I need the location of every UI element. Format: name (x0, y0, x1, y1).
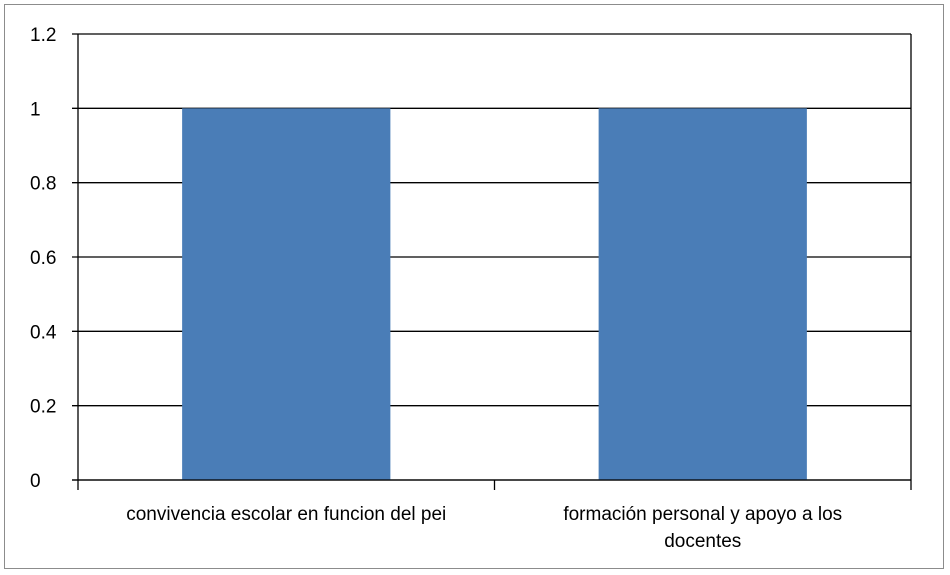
y-tick-label: 0.8 (30, 174, 56, 195)
category-label: convivencia escolar en funcion del pei (126, 504, 446, 525)
category-label: docentes (664, 531, 741, 552)
bar (182, 108, 391, 480)
y-tick-label: 0 (30, 471, 41, 492)
y-tick-label: 0.6 (30, 248, 56, 269)
bar (598, 108, 807, 480)
category-label: formación personal y apoyo a los (563, 504, 842, 525)
y-tick-label: 0.4 (30, 322, 57, 343)
y-tick-label: 1 (30, 99, 41, 120)
y-tick-label: 1.2 (30, 25, 56, 46)
y-tick-label: 0.2 (30, 397, 56, 418)
